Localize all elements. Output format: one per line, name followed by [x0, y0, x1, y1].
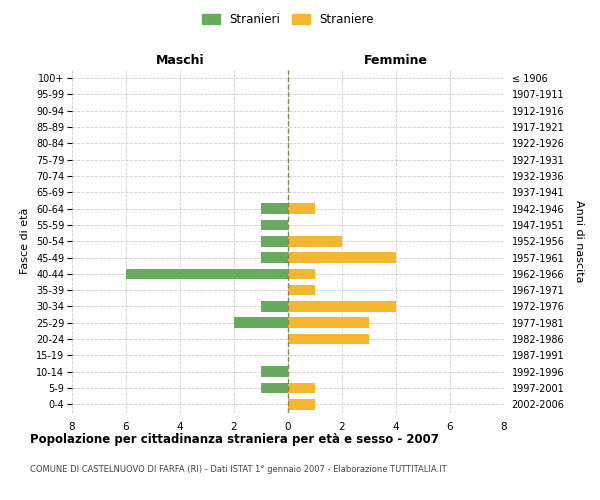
Bar: [234, 318, 288, 328]
Bar: [288, 318, 369, 328]
Text: Femmine: Femmine: [364, 54, 428, 66]
Bar: [261, 366, 288, 377]
Bar: [288, 236, 342, 246]
Legend: Stranieri, Straniere: Stranieri, Straniere: [197, 8, 379, 31]
Text: Popolazione per cittadinanza straniera per età e sesso - 2007: Popolazione per cittadinanza straniera p…: [30, 432, 439, 446]
Bar: [261, 236, 288, 246]
Bar: [261, 382, 288, 394]
Bar: [288, 301, 396, 312]
Bar: [288, 285, 315, 296]
Bar: [288, 252, 396, 263]
Bar: [261, 301, 288, 312]
Y-axis label: Anni di nascita: Anni di nascita: [574, 200, 584, 282]
Bar: [288, 204, 315, 214]
Text: Maschi: Maschi: [155, 54, 205, 66]
Bar: [288, 399, 315, 409]
Bar: [288, 334, 369, 344]
Bar: [261, 220, 288, 230]
Bar: [261, 204, 288, 214]
Bar: [288, 268, 315, 279]
Bar: [261, 252, 288, 263]
Text: COMUNE DI CASTELNUOVO DI FARFA (RI) - Dati ISTAT 1° gennaio 2007 - Elaborazione : COMUNE DI CASTELNUOVO DI FARFA (RI) - Da…: [30, 465, 446, 474]
Bar: [126, 268, 288, 279]
Bar: [288, 382, 315, 394]
Y-axis label: Fasce di età: Fasce di età: [20, 208, 31, 274]
